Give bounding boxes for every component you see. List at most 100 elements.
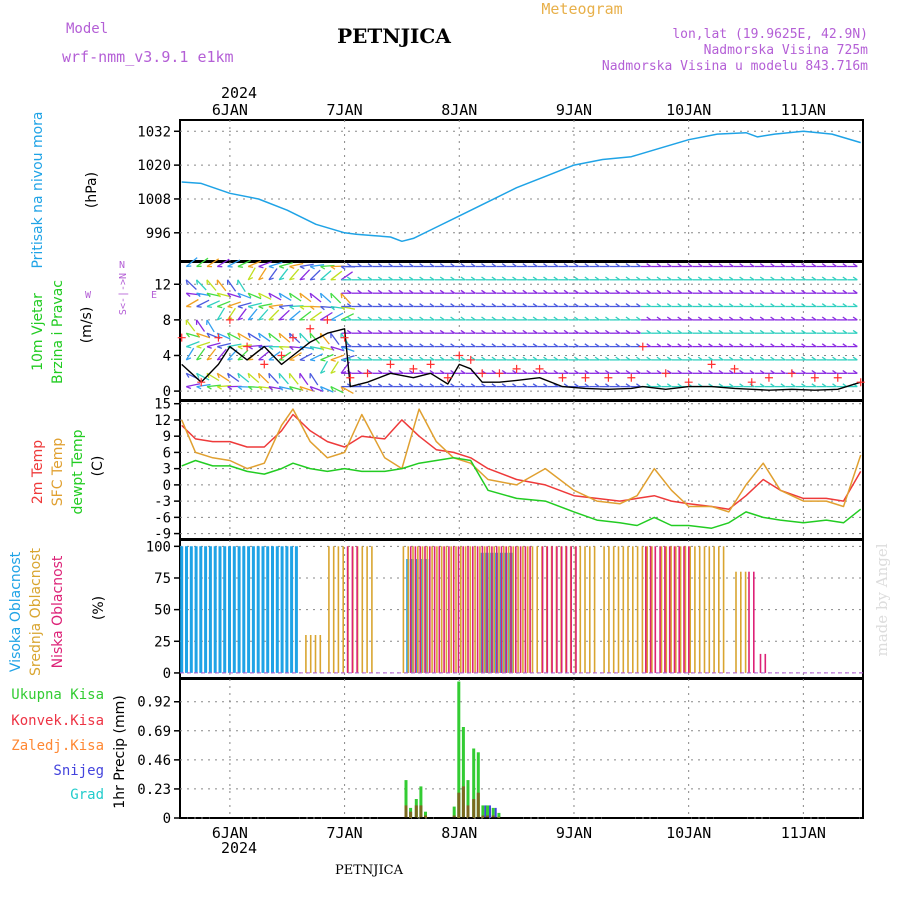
wind-arrow-head: [247, 386, 253, 391]
precip-total-bar: [457, 681, 461, 818]
wind-arrow: [196, 332, 211, 339]
wind-arrow-head: [247, 277, 254, 281]
wind-arrow: [268, 268, 278, 281]
wind-arrow-head: [636, 329, 641, 334]
wind-arrow-head: [460, 356, 466, 361]
wind-arrow: [309, 385, 324, 393]
wind-arrow-head: [708, 369, 714, 374]
wind-arrow-head: [248, 317, 254, 321]
wind-arrow: [247, 332, 261, 342]
wind-arrow-head: [780, 303, 786, 308]
wind-arrow-head: [470, 276, 476, 281]
wind-arrow-head: [450, 276, 456, 281]
wind-arrow-head: [279, 318, 285, 321]
wind-arrow: [247, 292, 262, 300]
wind-arrow-head: [563, 276, 569, 281]
wind-arrow-head: [196, 386, 202, 390]
y-tick-label: 0: [163, 478, 171, 494]
wind-arrow-head: [563, 343, 569, 348]
wind-arrow-head: [594, 289, 600, 294]
wind-arrow-head: [439, 356, 445, 361]
wind-arrow-head: [832, 356, 837, 361]
wind-arrow-head: [217, 317, 223, 321]
wind-arrow-head: [770, 329, 776, 334]
wind-arrow-head: [749, 303, 755, 308]
wind-arrow: [278, 332, 291, 343]
wind-arrow: [289, 385, 304, 391]
wind-arrow-head: [677, 383, 683, 388]
precip-conv-bar: [414, 805, 418, 818]
wind-arrow-head: [842, 343, 848, 348]
wind-arrow: [186, 383, 201, 388]
wind-arrow: [217, 332, 231, 340]
wind-arrow-head: [687, 303, 693, 308]
gust-marker: [581, 373, 590, 382]
wind-arrow-head: [491, 369, 497, 374]
wind-arrow-head: [429, 303, 435, 308]
wind-arrow-head: [439, 263, 445, 268]
wind-arrow-head: [491, 316, 497, 321]
y-tick-label: 1020: [137, 158, 171, 174]
precip-conv-bar: [452, 815, 456, 818]
precip-conv-bar: [461, 786, 465, 818]
wind-arrow-head: [377, 383, 383, 388]
wind-arrow-head: [615, 263, 621, 268]
wind-arrow-head: [419, 276, 425, 281]
wind-arrow-head: [780, 289, 786, 294]
wind-arrow-head: [532, 316, 538, 321]
wind-arrow-head: [247, 373, 251, 379]
wind-arrow: [310, 264, 325, 268]
top-day-label: 9JAN: [556, 101, 592, 119]
wind-arrow-head: [357, 263, 363, 268]
wind-arrow: [340, 386, 354, 394]
wind-arrow-head: [801, 289, 807, 294]
wind-arrow-head: [625, 329, 631, 334]
wind-arrow-head: [388, 343, 394, 348]
wind-arrow: [330, 292, 342, 304]
precip-total-label: Ukupna Kisa: [11, 687, 104, 703]
wind-arrow-head: [268, 386, 273, 391]
wind-arrow-head: [299, 386, 304, 391]
wind-arrow-head: [237, 305, 243, 309]
wind-arrow-head: [553, 303, 559, 308]
wind-arrow-head: [450, 316, 456, 321]
wind-arrow-head: [563, 356, 569, 361]
wind-arrow-head: [522, 276, 528, 281]
wind-arrow-head: [790, 316, 796, 321]
altitude-label: Nadmorska Visina 725m: [704, 43, 869, 58]
hail-label: Grad: [70, 787, 104, 803]
wind-arrow-head: [790, 276, 796, 281]
wind-arrow: [299, 372, 309, 386]
wind-arrow-head: [842, 316, 848, 321]
wind-arrow-head: [185, 292, 191, 297]
wind-arrow-head: [501, 276, 507, 281]
gust-marker: [466, 355, 475, 364]
wind-arrow-head: [522, 383, 528, 388]
gust-marker: [323, 315, 332, 324]
wind-arrow-head: [615, 303, 621, 308]
wind-arrow-head: [739, 329, 745, 334]
wind-arrow-head: [718, 303, 724, 308]
wind-arrow: [309, 372, 319, 386]
wind-arrow-head: [625, 369, 631, 374]
wind-arrow-head: [708, 289, 714, 294]
wind-arrow-head: [801, 343, 807, 348]
wind-arrow-head: [309, 293, 313, 299]
precip-conv-bar: [497, 816, 501, 818]
wind-arrow-head: [340, 386, 344, 392]
wind-arrow-head: [330, 359, 336, 362]
wind-arrow-head: [780, 276, 786, 281]
wind-arrow-head: [832, 303, 837, 308]
wind-arrow: [330, 354, 345, 361]
wind-arrow-head: [408, 369, 414, 374]
wind-arrow-head: [594, 343, 600, 348]
gust-marker: [346, 373, 355, 382]
wind-arrow-head: [759, 289, 765, 294]
gust-marker: [225, 315, 234, 324]
wind-arrow-head: [460, 276, 466, 281]
wind-arrow-head: [739, 369, 745, 374]
wind-arrow: [216, 258, 230, 268]
wind-arrow-head: [852, 316, 858, 321]
wind-speed-line: [181, 328, 861, 391]
precip-conv-bar: [404, 805, 408, 818]
